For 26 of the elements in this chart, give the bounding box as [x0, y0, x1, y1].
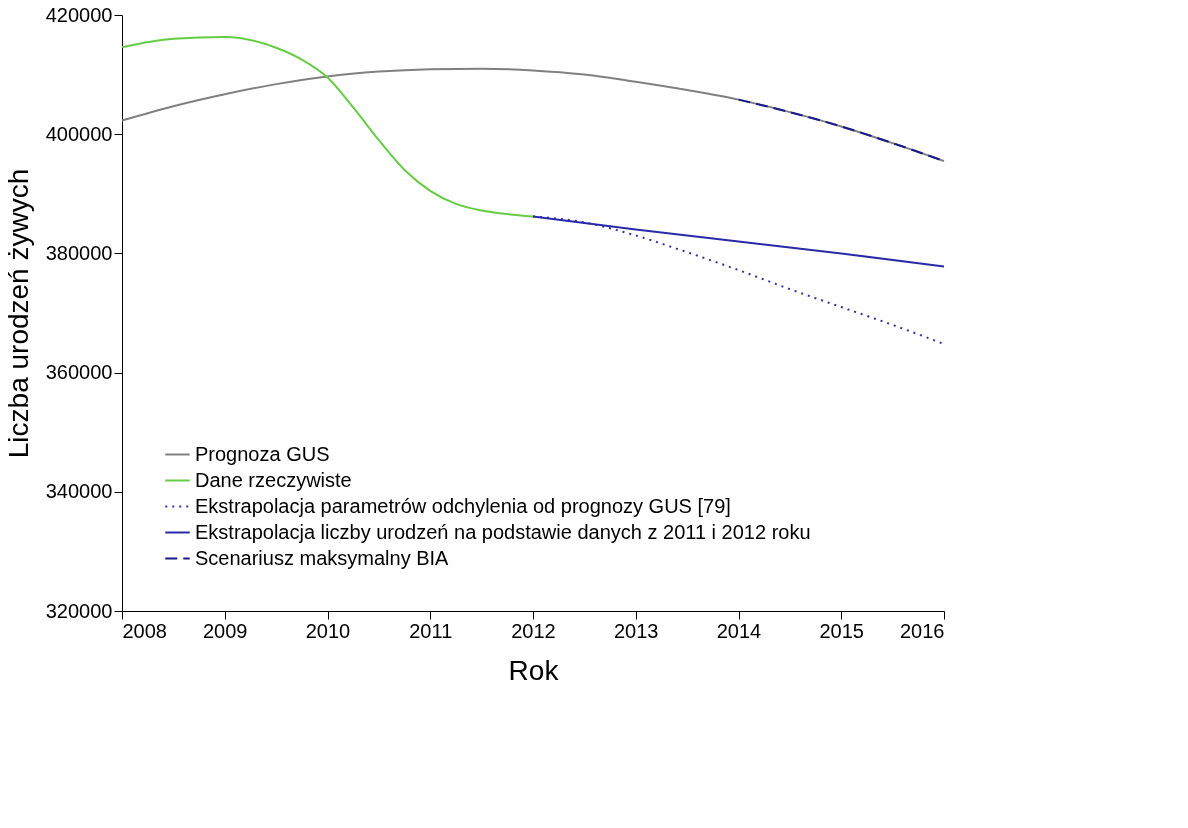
- x-tick-label: 2008: [122, 619, 167, 642]
- x-tick-label: 2012: [511, 619, 556, 642]
- y-axis-title: Liczba urodzeń żywych: [2, 168, 34, 459]
- x-axis-title: Rok: [508, 654, 560, 686]
- y-tick-label: 340000: [45, 480, 113, 503]
- line-series: [121, 36, 534, 218]
- line-series: [121, 67, 945, 163]
- x-tick-label: 2014: [716, 619, 762, 642]
- x-tick-label: 2011: [409, 619, 453, 642]
- legend-label: Dane rzeczywiste: [195, 468, 352, 491]
- y-tick-label: 400000: [45, 122, 113, 145]
- y-tick-label: 380000: [45, 241, 113, 264]
- x-tick-label: 2015: [819, 619, 864, 642]
- line-series: [532, 215, 945, 345]
- legend-label: Scenariusz maksymalny BIA: [195, 546, 450, 569]
- x-tick-label: 2016: [900, 619, 945, 642]
- legend-label: Ekstrapolacja parametrów odchylenia od prognozy GUS [79]: [195, 494, 731, 517]
- x-tick-label: 2010: [305, 619, 351, 642]
- line-series: [532, 215, 945, 268]
- legend-label: Prognoza GUS: [195, 442, 330, 465]
- y-tick-label: 360000: [45, 361, 113, 384]
- y-tick-label: 420000: [45, 3, 113, 26]
- legend-label: Ekstrapolacja liczby urodzeń na podstawie danych z 2011 i 2012 roku: [195, 520, 811, 543]
- x-tick-label: 2009: [203, 619, 248, 642]
- y-tick-label: 320000: [45, 599, 113, 622]
- x-tick-label: 2013: [614, 619, 659, 642]
